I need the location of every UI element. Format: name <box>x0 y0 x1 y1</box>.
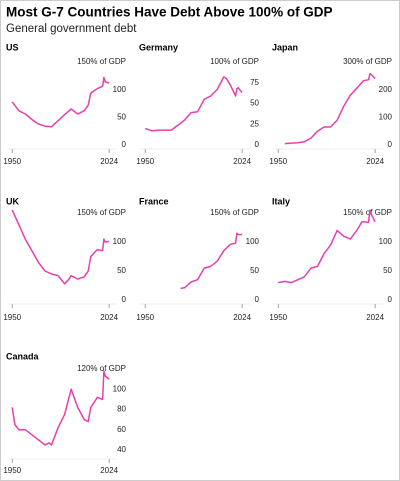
y-tick-label: 100 <box>246 237 260 246</box>
panel-title: UK <box>6 196 19 206</box>
x-tick-label: 1950 <box>3 313 21 322</box>
line <box>284 72 376 145</box>
y-tick-label: 300% of GDP <box>343 57 392 66</box>
y-tick-label: 0 <box>255 140 260 149</box>
y-tick-label: 0 <box>122 295 127 304</box>
y-tick-label: 120% of GDP <box>77 364 126 373</box>
x-tick-label: 2024 <box>366 157 384 166</box>
y-tick-label: 150% of GDP <box>77 57 126 66</box>
panel-title: Italy <box>272 196 290 206</box>
y-tick-label: 25 <box>250 119 259 128</box>
y-tick-label: 150% of GDP <box>77 208 126 217</box>
chart-subtitle: General government debt <box>6 23 137 35</box>
panel-title: Canada <box>6 351 40 361</box>
y-tick-label: 200 <box>379 85 393 94</box>
y-tick-label: 0 <box>388 295 393 304</box>
y-tick-label: 50 <box>250 99 259 108</box>
panel-title: Germany <box>139 42 178 52</box>
x-tick-label: 1950 <box>136 313 154 322</box>
panel-title: Japan <box>272 42 298 52</box>
chart-title: Most G-7 Countries Have Debt Above 100% … <box>6 5 333 20</box>
x-tick-label: 2024 <box>100 313 118 322</box>
y-tick-label: 150% of GDP <box>210 208 259 217</box>
x-tick-label: 2024 <box>233 157 251 166</box>
y-tick-label: 50 <box>383 266 392 275</box>
y-tick-label: 100 <box>113 384 127 393</box>
x-tick-label: 1950 <box>136 157 154 166</box>
y-tick-label: 40 <box>117 445 126 454</box>
x-tick-label: 1950 <box>3 466 21 475</box>
panel-title: France <box>139 196 169 206</box>
x-tick-label: 1950 <box>3 157 21 166</box>
y-tick-label: 75 <box>250 78 259 87</box>
x-tick-label: 2024 <box>233 313 251 322</box>
y-tick-label: 100 <box>379 237 393 246</box>
y-tick-label: 60 <box>117 425 126 434</box>
y-tick-label: 100 <box>379 112 393 121</box>
y-tick-label: 50 <box>117 266 126 275</box>
y-tick-label: 100 <box>113 237 127 246</box>
y-tick-label: 100 <box>113 85 127 94</box>
y-tick-label: 0 <box>122 140 127 149</box>
y-tick-label: 100% of GDP <box>210 57 259 66</box>
y-tick-label: 80 <box>117 405 126 414</box>
x-tick-label: 2024 <box>100 157 118 166</box>
x-tick-label: 1950 <box>269 313 287 322</box>
x-tick-label: 2024 <box>100 466 118 475</box>
y-tick-label: 0 <box>255 295 260 304</box>
y-tick-label: 150% of GDP <box>343 208 392 217</box>
x-tick-label: 1950 <box>269 157 287 166</box>
x-tick-label: 2024 <box>366 313 384 322</box>
line <box>180 232 243 290</box>
line <box>278 209 376 284</box>
line <box>11 76 110 128</box>
line <box>11 209 110 285</box>
y-tick-label: 0 <box>388 140 393 149</box>
panel-title: US <box>6 42 19 52</box>
y-tick-label: 50 <box>250 266 259 275</box>
y-tick-label: 50 <box>117 112 126 121</box>
line <box>144 76 243 132</box>
line <box>11 370 110 446</box>
